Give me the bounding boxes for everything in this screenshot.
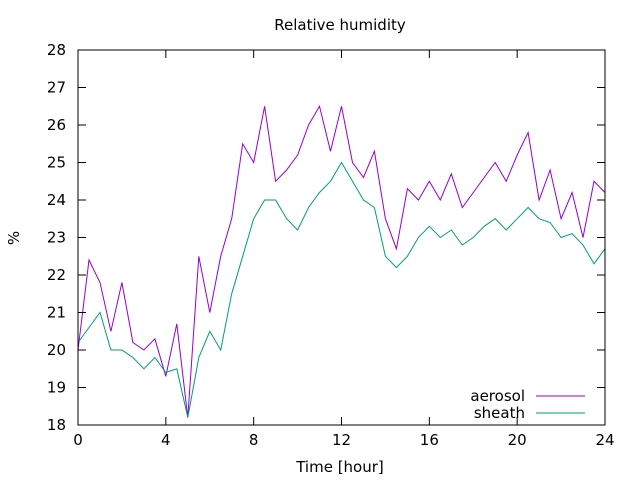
- x-tick-label: 0: [73, 431, 83, 449]
- x-tick-label: 24: [595, 431, 614, 449]
- y-tick-label: 25: [47, 154, 66, 172]
- y-axis-label: %: [5, 231, 23, 245]
- y-tick-label: 19: [47, 379, 66, 397]
- y-tick-label: 24: [47, 191, 66, 209]
- x-tick-label: 4: [161, 431, 171, 449]
- series-line-sheath: [77, 161, 606, 418]
- chart-title: Relative humidity: [274, 16, 406, 34]
- y-tick-label: 26: [47, 116, 66, 134]
- x-tick-label: 16: [420, 431, 439, 449]
- x-tick-label: 20: [508, 431, 527, 449]
- y-tick-label: 27: [47, 79, 66, 97]
- ticks-layer: 0 4 8 12 16 20 24 18 19 20 21 22 23 24 25 26 27 28: [47, 41, 615, 449]
- y-tick-label: 20: [47, 341, 66, 359]
- y-tick-label: 28: [47, 41, 66, 59]
- x-tick-label: 8: [249, 431, 259, 449]
- x-tick-label: 12: [332, 431, 351, 449]
- x-axis-label: Time [hour]: [295, 458, 384, 476]
- legend-label: aerosol: [470, 387, 525, 405]
- y-tick-label: 23: [47, 229, 66, 247]
- y-tick-label: 22: [47, 266, 66, 284]
- y-tick-label: 21: [47, 304, 66, 322]
- series-layer: [77, 104, 606, 418]
- legend-label: sheath: [474, 404, 525, 422]
- series-line-aerosol: [77, 104, 606, 418]
- y-tick-label: 18: [47, 416, 66, 434]
